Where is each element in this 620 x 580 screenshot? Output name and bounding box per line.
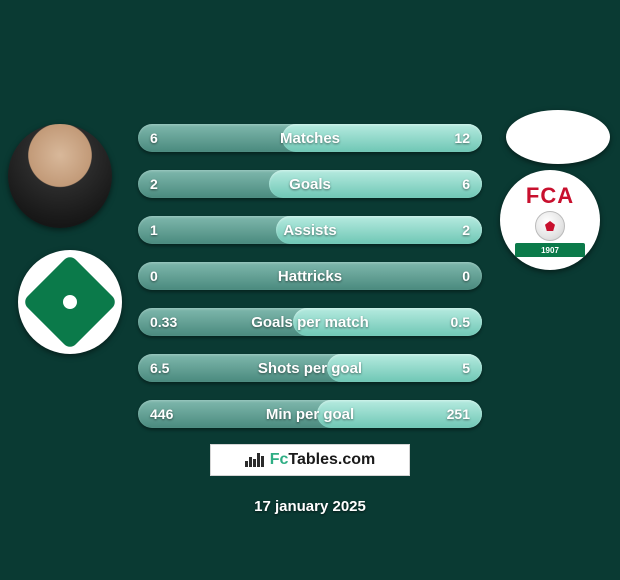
badge-prefix: Fc <box>270 451 289 468</box>
stat-label: Hattricks <box>138 262 482 290</box>
bar-chart-icon <box>245 453 264 467</box>
werder-diamond-icon <box>22 254 118 350</box>
date-label: 17 january 2025 <box>0 498 620 515</box>
stat-row: 0.33Goals per match0.5 <box>138 308 482 336</box>
badge-text: FcTables.com <box>270 451 376 469</box>
stat-row: 2Goals6 <box>138 170 482 198</box>
stats-container: 6Matches122Goals61Assists20Hattricks00.3… <box>138 124 482 446</box>
stat-row: 6.5Shots per goal5 <box>138 354 482 382</box>
stat-label: Shots per goal <box>138 354 482 382</box>
badge-suffix: Tables.com <box>288 451 375 468</box>
stat-value-right: 6 <box>462 170 470 198</box>
stat-value-right: 5 <box>462 354 470 382</box>
stat-row: 446Min per goal251 <box>138 400 482 428</box>
stat-row: 0Hattricks0 <box>138 262 482 290</box>
stat-value-right: 12 <box>454 124 470 152</box>
fca-text: FCA <box>526 183 574 209</box>
stat-value-right: 251 <box>447 400 470 428</box>
player2-avatar <box>506 110 610 164</box>
stat-row: 1Assists2 <box>138 216 482 244</box>
stat-label: Assists <box>138 216 482 244</box>
stat-value-right: 0 <box>462 262 470 290</box>
stat-label: Goals per match <box>138 308 482 336</box>
stat-label: Matches <box>138 124 482 152</box>
fca-ribbon: 1907 <box>515 243 585 257</box>
player1-club-crest <box>18 250 122 354</box>
stat-value-right: 2 <box>462 216 470 244</box>
player2-club-crest: FCA 1907 <box>500 170 600 270</box>
fctables-badge: FcTables.com <box>210 444 410 476</box>
stat-label: Goals <box>138 170 482 198</box>
soccer-ball-icon <box>535 211 565 241</box>
stat-label: Min per goal <box>138 400 482 428</box>
stat-value-right: 0.5 <box>451 308 470 336</box>
stat-row: 6Matches12 <box>138 124 482 152</box>
player1-avatar <box>8 124 112 228</box>
